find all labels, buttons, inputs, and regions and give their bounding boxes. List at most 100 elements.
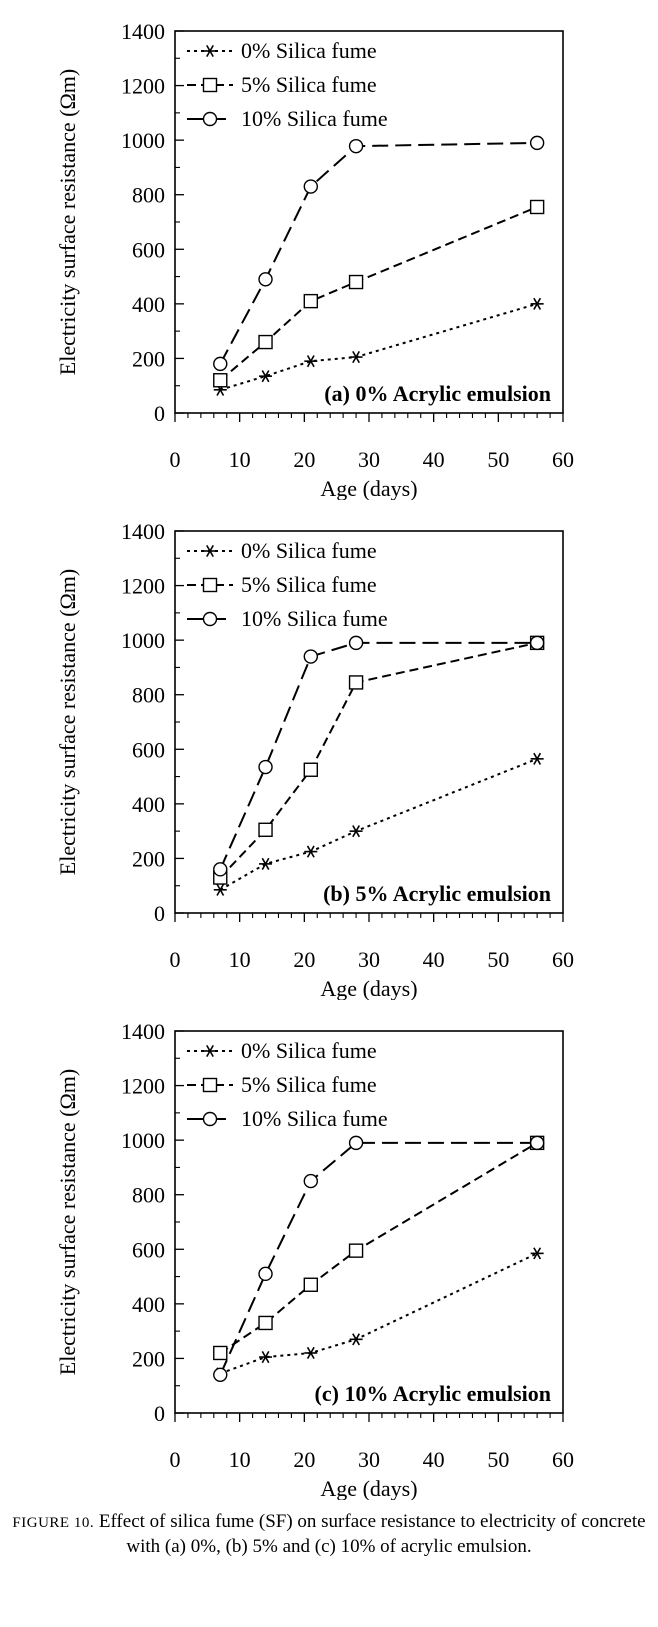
x-tick-label: 10	[229, 447, 251, 472]
panel-title-c: (c) 10% Acrylic emulsion	[315, 1381, 551, 1406]
data-point-asterisk	[259, 1351, 273, 1364]
series-asterisk	[213, 752, 544, 896]
data-point-square	[258, 822, 273, 837]
series-circle	[213, 1135, 545, 1382]
y-tick-label: 1000	[121, 628, 165, 653]
y-tick-label: 400	[132, 792, 165, 817]
legend-label: 0% Silica fume	[241, 538, 377, 563]
legend-item-1: 5% Silica fume	[187, 1072, 377, 1097]
data-point-asterisk	[530, 752, 544, 765]
chart-panel-b: 0 200 400 600 800 1000 1200 1400 0 10 20 30 40 50 60 Ag…	[0, 500, 658, 1000]
legend-item-1: 5% Silica fume	[187, 572, 377, 597]
legend-label: 0% Silica fume	[241, 1038, 377, 1063]
data-point-circle	[529, 135, 545, 151]
data-point-asterisk	[349, 825, 363, 838]
data-point-circle	[213, 862, 228, 877]
data-point-circle	[213, 356, 228, 372]
legend-marker-circle	[202, 1111, 218, 1127]
x-tick-label: 60	[552, 447, 574, 472]
y-tick-label: 1000	[121, 128, 165, 153]
series-line	[219, 206, 538, 382]
x-tick-label: 0	[170, 1447, 181, 1472]
chart-c: 0 200 400 600 800 1000 1200 1400 0 10 20 30 40 50 60 Ag…	[55, 1019, 574, 1500]
data-point-square	[213, 373, 228, 388]
data-point-square	[348, 1243, 364, 1258]
data-point-circle	[529, 1135, 545, 1151]
series-circle	[213, 135, 545, 372]
x-tick-label: 20	[293, 447, 315, 472]
x-tick-label: 10	[229, 947, 251, 972]
x-tick-label: 50	[487, 447, 509, 472]
y-tick-label: 200	[132, 846, 165, 871]
x-tick-label: 30	[358, 947, 380, 972]
x-tick-label: 30	[358, 1447, 380, 1472]
legend-label: 0% Silica fume	[241, 38, 377, 63]
legend-marker-square	[202, 1077, 218, 1093]
data-point-asterisk	[304, 1346, 318, 1360]
chart-a: 0 200 400 600 800 1000 1200 1400 0 10 20 30 40 50 60 Ag…	[55, 19, 574, 500]
data-point-asterisk	[304, 355, 318, 368]
data-point-circle	[303, 1173, 318, 1189]
x-tick-label: 40	[423, 447, 445, 472]
data-point-square	[348, 675, 364, 690]
x-tick-label: 20	[293, 1447, 315, 1472]
legend-marker-circle	[202, 111, 218, 127]
x-tick-label: 0	[170, 447, 181, 472]
data-point-circle	[348, 1135, 364, 1151]
series-circle	[213, 635, 545, 877]
x-tick-label: 40	[423, 1447, 445, 1472]
x-tick-label: 20	[293, 947, 315, 972]
chart-panel-c: 0 200 400 600 800 1000 1200 1400 0 10 20 30 40 50 60 Ag…	[0, 1000, 658, 1500]
x-tick-label: 10	[229, 1447, 251, 1472]
data-point-circle	[258, 1266, 273, 1282]
x-tick-label: 60	[552, 1447, 574, 1472]
x-tick-label: 60	[552, 947, 574, 972]
data-point-circle	[303, 179, 318, 194]
legend-marker-asterisk	[203, 44, 217, 58]
legend-marker-asterisk	[203, 544, 217, 558]
y-tick-label: 800	[132, 683, 165, 708]
data-point-asterisk	[349, 351, 363, 364]
data-point-circle	[348, 635, 364, 651]
y-tick-label: 0	[154, 401, 165, 426]
data-point-square	[303, 762, 318, 777]
chart-panel-a: 0 200 400 600 800 1000 1200 1400 0 10 20 30 40 50 60 Ag…	[0, 0, 658, 500]
series-line	[219, 302, 538, 391]
legend-marker-asterisk	[203, 1044, 217, 1058]
x-axis-title: Age (days)	[320, 476, 417, 500]
y-axis-title: Electricity surface resistance (Ωm)	[55, 1069, 80, 1375]
y-tick-label: 800	[132, 183, 165, 208]
legend-item-0: 0% Silica fume	[187, 538, 377, 563]
y-axis-title: Electricity surface resistance (Ωm)	[55, 69, 80, 375]
y-tick-label: 1400	[121, 1019, 165, 1044]
legend-marker-square	[202, 77, 218, 93]
series-square	[213, 1135, 545, 1361]
figure-caption-text: Effect of silica fume (SF) on surface re…	[98, 1511, 646, 1557]
data-point-circle	[529, 635, 545, 651]
data-point-circle	[213, 1367, 228, 1382]
data-point-asterisk	[530, 297, 544, 310]
legend-item-2: 10% Silica fume	[187, 606, 388, 631]
legend-label: 5% Silica fume	[241, 1072, 377, 1097]
x-axis-title: Age (days)	[320, 976, 417, 1000]
y-tick-label: 600	[132, 1237, 165, 1262]
y-tick-label: 1200	[121, 574, 165, 599]
legend-label: 10% Silica fume	[241, 106, 388, 131]
data-point-asterisk	[213, 883, 227, 896]
y-axis-title: Electricity surface resistance (Ωm)	[55, 569, 80, 875]
legend-item-2: 10% Silica fume	[187, 1106, 388, 1131]
data-point-asterisk	[530, 1247, 544, 1260]
panel-title-b: (b) 5% Acrylic emulsion	[323, 881, 551, 906]
chart-b: 0 200 400 600 800 1000 1200 1400 0 10 20 30 40 50 60 Ag…	[55, 519, 574, 1000]
data-point-asterisk	[259, 857, 273, 870]
data-point-square	[213, 1345, 228, 1361]
legend-marker-circle	[202, 611, 218, 627]
data-point-circle	[258, 759, 273, 775]
x-axis-title: Age (days)	[320, 1476, 417, 1500]
legend-item-1: 5% Silica fume	[187, 72, 377, 97]
y-tick-label: 800	[132, 1183, 165, 1208]
data-point-circle	[303, 649, 318, 664]
series-line	[219, 1141, 538, 1376]
y-tick-label: 400	[132, 292, 165, 317]
x-tick-label: 0	[170, 947, 181, 972]
